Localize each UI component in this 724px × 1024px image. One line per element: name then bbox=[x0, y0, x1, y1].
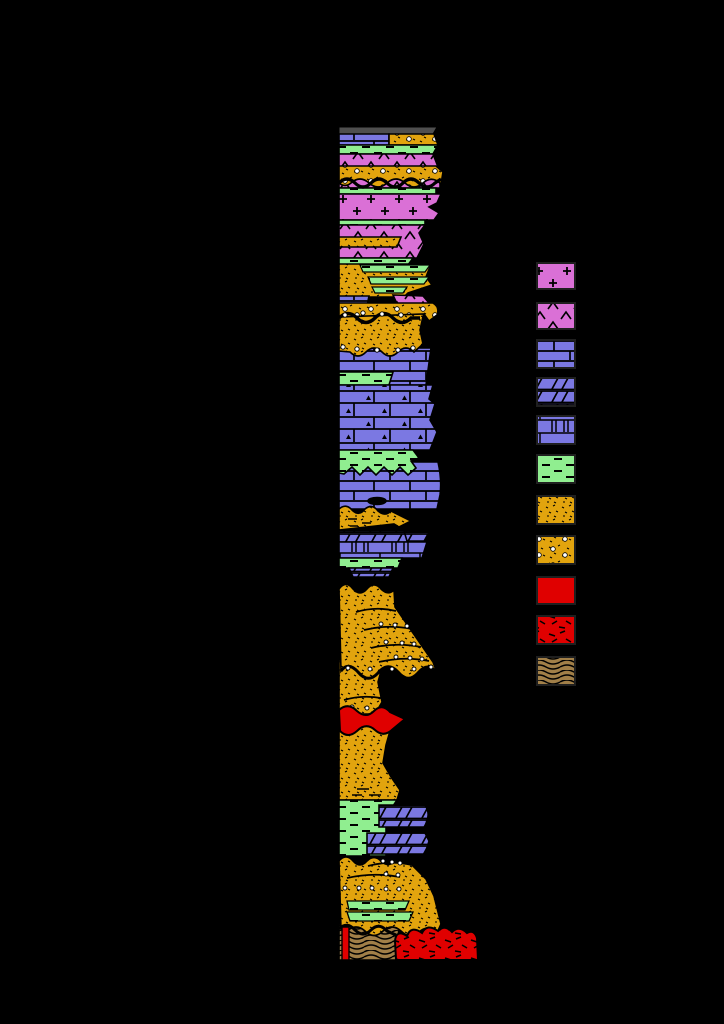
unconformity-wave-4 bbox=[337, 923, 397, 937]
layer-purple-brick-lower bbox=[338, 461, 442, 510]
layer-purple-brick-triangles bbox=[338, 384, 438, 451]
layer-red-dike bbox=[341, 926, 350, 961]
legend-swatch-purple-diagonal bbox=[536, 377, 576, 407]
layer-green-dash-6 bbox=[338, 557, 404, 569]
legend-swatch-green-dash bbox=[536, 454, 576, 484]
layer-gold-wedge bbox=[338, 505, 413, 531]
green-tongue-1 bbox=[359, 264, 432, 273]
layer-green-dash-2 bbox=[338, 187, 437, 195]
legend-swatch-red-tick bbox=[536, 615, 576, 645]
layer-gold-large-dune bbox=[338, 583, 438, 680]
layer-purple-brick-top bbox=[338, 133, 390, 146]
green-tongue-3 bbox=[371, 286, 409, 294]
legend-swatch-purple-brick bbox=[536, 339, 576, 369]
layer-gold-basal bbox=[338, 856, 442, 937]
legend-swatch-red-solid bbox=[536, 576, 576, 605]
layer-red-sill bbox=[337, 705, 407, 736]
unconformity-wave-1 bbox=[337, 177, 442, 189]
layer-purple-diag-1 bbox=[338, 530, 410, 543]
strat-column bbox=[337, 126, 480, 961]
layer-pink-chevron-1 bbox=[338, 153, 440, 168]
black-lens bbox=[367, 496, 387, 506]
layer-purple-diag-1b bbox=[402, 530, 431, 542]
legend-swatch-gold-pebble bbox=[536, 535, 576, 565]
legend bbox=[536, 262, 576, 686]
layer-pink-plus bbox=[338, 193, 443, 221]
legend-swatch-pink-plus bbox=[536, 262, 576, 290]
layer-gold-speckle-stringer bbox=[338, 236, 403, 248]
legend-swatch-pink-chevron bbox=[536, 302, 576, 330]
green-band-in-gold-1 bbox=[346, 900, 411, 911]
layer-red-volcanics bbox=[393, 926, 480, 961]
layer-cap-gray bbox=[338, 126, 438, 135]
layer-purple-diag-band-a bbox=[378, 804, 429, 828]
layer-green-dash-zigzag bbox=[338, 449, 421, 477]
legend-swatch-gold-speckle bbox=[536, 495, 576, 525]
layer-purple-brickvert bbox=[338, 541, 429, 559]
legend-swatch-purple-brick-vertical bbox=[536, 415, 576, 445]
crossbed-curves bbox=[343, 607, 430, 701]
gold-wedge-dashes bbox=[348, 518, 371, 527]
layer-green-dash-1 bbox=[338, 144, 440, 155]
layer-purple-diag-2 bbox=[347, 567, 395, 578]
legend-swatch-brown-wavy bbox=[536, 656, 576, 686]
green-tongue-2 bbox=[367, 276, 431, 285]
layer-gold-pebble-hook bbox=[338, 302, 439, 323]
gold-dashes-lower bbox=[352, 788, 381, 796]
unconformity-wave-3 bbox=[339, 664, 439, 680]
pebble-dots-dune bbox=[345, 621, 434, 711]
pebble-dots-basal bbox=[342, 858, 403, 892]
pebble-dots-row-1 bbox=[340, 310, 416, 353]
layer-purple-diag-band-b bbox=[366, 832, 430, 855]
green-band-in-gold-2 bbox=[346, 911, 415, 922]
unconformity-wave-2 bbox=[337, 311, 420, 325]
layer-gold-pebble-top bbox=[388, 133, 440, 146]
layer-green-dash-5 bbox=[338, 371, 395, 386]
